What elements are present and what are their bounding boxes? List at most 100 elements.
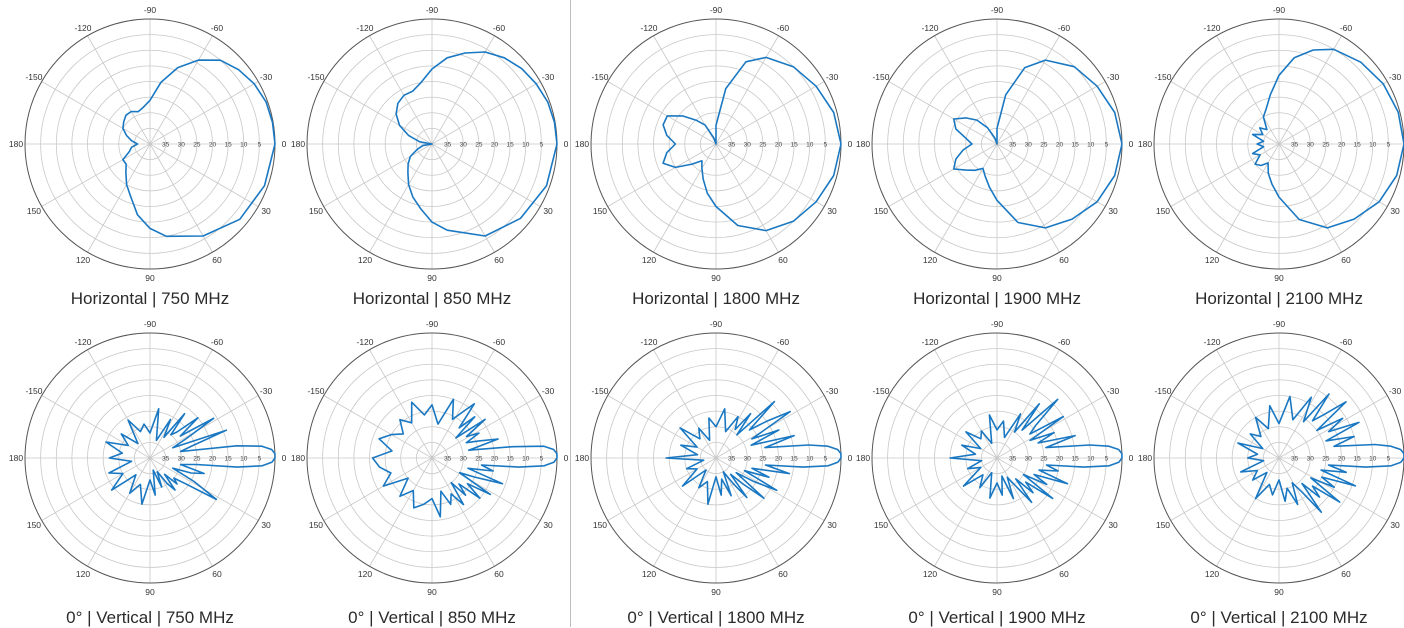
angle-tick-label: 150 <box>1156 520 1170 530</box>
angle-tick-label: -60 <box>1058 337 1071 347</box>
angle-tick-label: -90 <box>710 319 723 329</box>
grid-spoke <box>323 457 433 521</box>
radial-tick-label: 20 <box>209 455 217 462</box>
angle-tick-label: -30 <box>1107 72 1120 82</box>
angle-tick-label: -120 <box>921 23 938 33</box>
angle-tick-label: -120 <box>356 23 373 33</box>
angle-tick-label: 60 <box>494 255 504 265</box>
angle-tick-label: 90 <box>427 273 437 283</box>
angle-tick-label: -30 <box>826 72 839 82</box>
caption-v-750: 0° | Vertical | 750 MHz <box>66 608 234 627</box>
angle-tick-label: -120 <box>74 23 91 33</box>
angle-tick-label: -30 <box>542 72 555 82</box>
polar-panel-h-2100: 3530252015105-90-60-300306090120150180-1… <box>1138 0 1404 313</box>
radial-tick-label: 15 <box>1354 141 1362 148</box>
caption-h-2100: Horizontal | 2100 MHz <box>1195 289 1363 308</box>
angle-tick-label: -90 <box>991 5 1004 15</box>
pattern-trace <box>122 59 276 238</box>
angle-tick-label: 150 <box>309 206 323 216</box>
angle-tick-label: 0 <box>848 453 853 463</box>
grid-spoke <box>1170 143 1280 207</box>
polar-grid <box>25 333 275 583</box>
angle-tick-label: 180 <box>9 453 23 463</box>
radial-tick-label: 10 <box>1369 455 1377 462</box>
polar-grid <box>872 333 1122 583</box>
radial-tick-label: 35 <box>444 141 452 148</box>
grid-spoke <box>888 143 998 207</box>
grid-spoke <box>1278 81 1388 145</box>
angle-tick-label: -150 <box>872 386 889 396</box>
radial-tick-label: 35 <box>162 141 170 148</box>
polar-panel-v-2100: 3530252015105-90-60-300306090120150180-1… <box>1138 314 1404 627</box>
angle-tick-label: 30 <box>543 206 553 216</box>
angle-tick-label: -120 <box>356 337 373 347</box>
angle-tick-label: 0 <box>282 453 287 463</box>
angle-tick-label: 150 <box>593 520 607 530</box>
angle-tick-label: 120 <box>923 255 937 265</box>
group-divider <box>570 0 571 627</box>
polar-panel-v-1800: 35 30 25 20 15 10 5 -90 -60 -30 0 30 60 90 120 150 180 -1… <box>575 314 857 627</box>
angle-tick-label: -30 <box>260 72 273 82</box>
grid-spoke <box>996 35 1060 145</box>
angle-tick-label: -60 <box>1058 23 1071 33</box>
radial-tick-label: 10 <box>522 141 530 148</box>
grid-spoke <box>149 35 213 145</box>
grid-spoke <box>431 81 541 145</box>
angle-tick-label: 120 <box>923 569 937 579</box>
angle-tick-label: -30 <box>1107 386 1120 396</box>
angle-tick-label: 90 <box>145 273 155 283</box>
angle-tick-label: -150 <box>1154 386 1171 396</box>
angle-tick-label: -60 <box>211 23 224 33</box>
angle-tick-label: -120 <box>1203 337 1220 347</box>
radial-tick-label: 10 <box>1087 455 1095 462</box>
radial-tick-label: 35 <box>728 141 736 148</box>
grid-spoke <box>1216 349 1280 459</box>
radial-tick-label: 20 <box>1338 455 1346 462</box>
radial-tick-label: 20 <box>491 455 499 462</box>
radial-tick-label: 5 <box>1105 455 1109 462</box>
grid-spoke <box>934 143 998 253</box>
radial-tick-label: 25 <box>759 141 767 148</box>
caption-v-850: 0° | Vertical | 850 MHz <box>348 608 516 627</box>
grid-spoke <box>149 395 259 459</box>
angle-tick-label: 0 <box>564 139 569 149</box>
angle-tick-label: -150 <box>25 72 42 82</box>
polar-grid <box>25 19 275 269</box>
radial-tick-label: 20 <box>209 141 217 148</box>
angle-tick-label: -30 <box>1389 386 1402 396</box>
polar-panel-h-850: 35 30 25 20 15 10 5 -90 -60 -30 0 30 60 90 120 150 180 -1… <box>291 0 573 313</box>
angle-tick-label: 150 <box>27 520 41 530</box>
grid-spoke <box>1278 143 1342 253</box>
angle-tick-label: -120 <box>1203 23 1220 33</box>
grid-spoke <box>1278 35 1342 145</box>
radial-tick-label: 35 <box>1291 455 1299 462</box>
angle-tick-label: 180 <box>856 139 870 149</box>
angle-tick-label: -120 <box>640 23 657 33</box>
angle-tick-label: 150 <box>1156 206 1170 216</box>
grid-spoke <box>607 395 717 459</box>
polar-panel-h-1900: 35 30 25 20 15 10 5 -90 -60 -30 0 30 60 90 120 150 180 -1… <box>856 0 1138 313</box>
angle-tick-label: 120 <box>358 569 372 579</box>
angle-tick-label: 60 <box>212 569 222 579</box>
radial-tick-label: 30 <box>178 455 186 462</box>
angle-tick-label: -90 <box>991 319 1004 329</box>
polar-outline <box>1153 332 1404 584</box>
angle-tick-label: -60 <box>777 337 790 347</box>
grid-spoke <box>607 143 717 207</box>
angle-tick-label: 30 <box>1108 206 1118 216</box>
radial-tick-label: 15 <box>225 455 233 462</box>
angle-tick-label: 0 <box>1129 453 1134 463</box>
radial-tick-label: 25 <box>1322 455 1330 462</box>
grid-spoke <box>653 349 717 459</box>
grid-spoke <box>431 457 541 521</box>
radial-tick-label: 5 <box>824 455 828 462</box>
pattern-trace <box>662 56 842 232</box>
radial-tick-label: 5 <box>824 141 828 148</box>
angle-tick-label: 180 <box>1138 453 1152 463</box>
grid-spoke <box>715 143 779 253</box>
grid-spoke <box>1170 81 1280 145</box>
radial-tick-label: 10 <box>240 141 248 148</box>
pattern-trace <box>371 398 558 518</box>
radial-tick-label: 10 <box>240 455 248 462</box>
grid-spoke <box>323 143 433 207</box>
